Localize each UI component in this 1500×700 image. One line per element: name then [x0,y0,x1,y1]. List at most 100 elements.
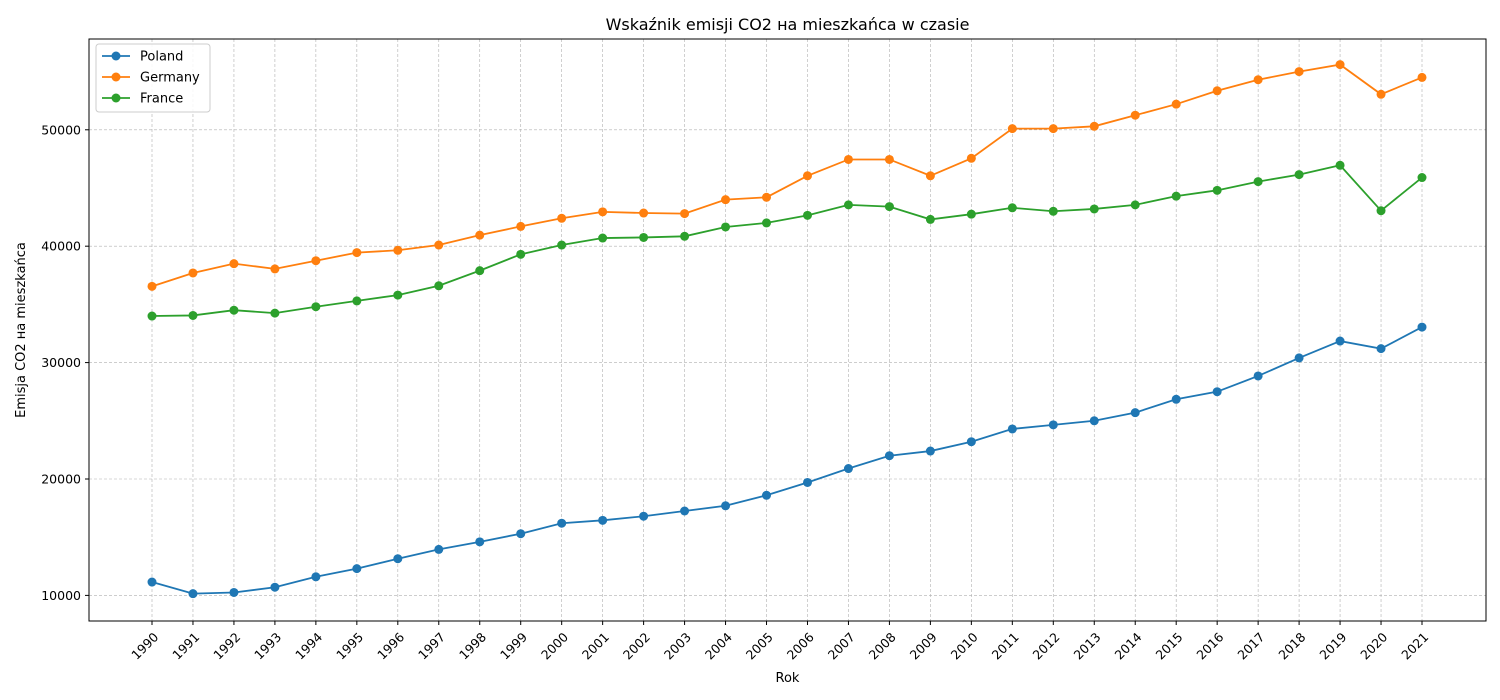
data-point-france [1294,170,1304,180]
data-point-poland [843,464,853,474]
data-point-germany [188,268,198,278]
data-point-france [680,231,690,241]
y-tick-label: 30000 [41,355,81,370]
data-point-poland [721,501,731,511]
data-point-germany [762,192,772,202]
data-point-france [1376,206,1386,216]
data-point-germany [516,221,526,231]
legend: Poland Germany France [95,43,211,113]
data-point-germany [393,245,403,255]
data-point-france [925,214,935,224]
series-layer [147,60,1427,599]
data-point-france [639,232,649,242]
series-poland [147,322,1427,599]
data-point-france [1130,200,1140,210]
data-point-france [884,202,894,212]
data-point-poland [1253,371,1263,381]
data-point-poland [884,451,894,461]
data-point-france [229,305,239,315]
series-france [147,160,1427,321]
y-tick-label: 50000 [41,122,81,137]
data-point-poland [516,529,526,539]
data-point-france [270,308,280,318]
data-point-poland [762,490,772,500]
data-point-germany [1130,110,1140,120]
data-point-germany [1294,67,1304,77]
data-point-germany [352,248,362,258]
data-point-germany [1253,75,1263,85]
data-point-germany [598,207,608,217]
data-point-france [966,209,976,219]
data-point-poland [1294,353,1304,363]
legend-item-germany: Germany [102,71,200,86]
series-line-france [151,164,1423,317]
data-point-germany [1048,124,1058,134]
data-point-germany [270,264,280,274]
data-point-germany [680,209,690,219]
data-point-germany [475,230,485,240]
data-point-france [1089,204,1099,214]
data-point-germany [311,256,321,266]
data-point-france [557,240,567,250]
data-point-germany [925,171,935,181]
data-point-germany [802,171,812,181]
data-point-germany [966,153,976,163]
data-point-germany [229,259,239,269]
data-point-germany [1335,60,1345,70]
data-point-france [352,296,362,306]
legend-label: Poland [140,50,183,65]
data-point-france [802,210,812,220]
data-point-germany [843,154,853,164]
data-point-france [475,266,485,276]
data-point-germany [1212,86,1222,96]
data-point-france [434,281,444,291]
data-point-poland [1335,336,1345,346]
chart-title: Wskaźnik emisji CO2 на mieszkańca w czas… [606,15,970,34]
data-point-poland [802,477,812,487]
data-point-france [188,310,198,320]
data-point-poland [925,446,935,456]
data-point-poland [434,544,444,554]
data-point-poland [639,511,649,521]
legend-swatch-marker [111,93,121,103]
legend-swatch-marker [111,72,121,82]
legend-box [95,43,211,113]
legend-label: France [140,92,183,107]
data-point-france [843,200,853,210]
y-tick-label: 20000 [41,471,81,486]
y-axis-label: Emisja CO2 на mieszkańca [14,242,29,418]
data-point-poland [966,437,976,447]
data-point-poland [1048,420,1058,430]
y-tick-label: 10000 [41,588,81,603]
data-point-poland [229,587,239,597]
data-point-france [1212,185,1222,195]
data-point-poland [1007,424,1017,434]
series-line-germany [151,63,1423,288]
data-point-poland [393,554,403,564]
data-point-france [1007,203,1017,213]
data-point-poland [311,572,321,582]
data-point-germany [884,154,894,164]
data-point-france [1171,191,1181,201]
data-point-germany [557,213,567,223]
data-point-france [147,311,157,321]
data-point-france [1253,177,1263,187]
data-point-france [393,290,403,300]
data-point-germany [721,195,731,205]
data-point-poland [188,589,198,599]
y-tick-label: 40000 [41,239,81,254]
data-point-poland [1376,344,1386,354]
data-point-germany [1007,124,1017,134]
data-point-france [1048,206,1058,216]
legend-item-france: France [102,92,183,107]
data-point-poland [598,515,608,525]
data-point-poland [1089,416,1099,426]
grid [89,39,1486,621]
data-point-poland [557,518,567,528]
data-point-poland [1171,394,1181,404]
data-point-germany [1417,72,1427,82]
plot-area-frame [88,38,1487,622]
data-point-poland [1417,322,1427,332]
data-point-germany [147,281,157,291]
